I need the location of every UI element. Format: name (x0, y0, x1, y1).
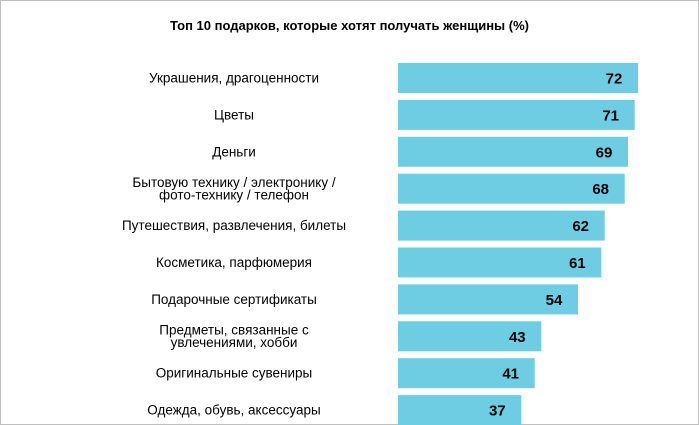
bar-3 (398, 136, 628, 167)
category-label-9: Оригинальные сувениры (156, 366, 313, 381)
category-label-line: фото-технику / телефон (159, 187, 309, 202)
category-label-line: увлечениями, хобби (171, 335, 298, 350)
bar-5 (398, 210, 605, 241)
bar-2 (398, 99, 635, 130)
value-label-5: 62 (572, 218, 589, 235)
category-label-10: Одежда, обувь, аксессуары (147, 403, 320, 418)
category-label-6: Косметика, парфюмерия (156, 255, 312, 270)
category-label-5: Путешествия, развлечения, билеты (122, 218, 346, 233)
category-label-line: Косметика, парфюмерия (156, 255, 312, 270)
bar-1 (398, 63, 638, 93)
category-label-line: Бытовую технику / электронику / (132, 175, 335, 190)
value-label-4: 68 (592, 181, 609, 198)
value-label-2: 71 (602, 107, 619, 124)
bar-6 (398, 247, 602, 278)
category-label-line: Оригинальные сувениры (156, 366, 313, 381)
value-label-7: 54 (546, 292, 563, 309)
category-label-line: Одежда, обувь, аксессуары (147, 403, 320, 418)
bar-9 (398, 358, 535, 389)
value-label-8: 43 (509, 329, 526, 346)
category-label-8: Предметы, связанные с увлечениями, хобби (159, 323, 309, 351)
category-label-4: Бытовую технику / электронику / фото-техн… (132, 175, 335, 203)
value-label-10: 37 (489, 403, 506, 420)
category-label-line: Путешествия, развлечения, билеты (122, 218, 346, 233)
category-label-7: Подарочные сертификаты (151, 292, 317, 307)
value-label-3: 69 (596, 144, 613, 161)
category-label-1: Украшения, драгоценности (149, 71, 319, 86)
value-label-1: 72 (606, 71, 623, 88)
category-label-line: Предметы, связанные с (159, 323, 309, 338)
category-label-line: Деньги (212, 144, 256, 159)
bar-8 (398, 321, 542, 352)
category-label-line: Украшения, драгоценности (149, 71, 319, 86)
category-label-line: Подарочные сертификаты (151, 292, 317, 307)
category-label-2: Цветы (214, 107, 254, 122)
value-label-9: 41 (502, 366, 519, 383)
category-label-3: Деньги (212, 144, 256, 159)
bar-10 (398, 395, 522, 425)
value-label-6: 61 (569, 255, 586, 272)
bar-7 (398, 284, 578, 315)
category-label-line: Цветы (214, 107, 254, 122)
bar-4 (398, 173, 625, 204)
chart-title: Топ 10 подарков, которые хотят получать … (170, 18, 529, 33)
